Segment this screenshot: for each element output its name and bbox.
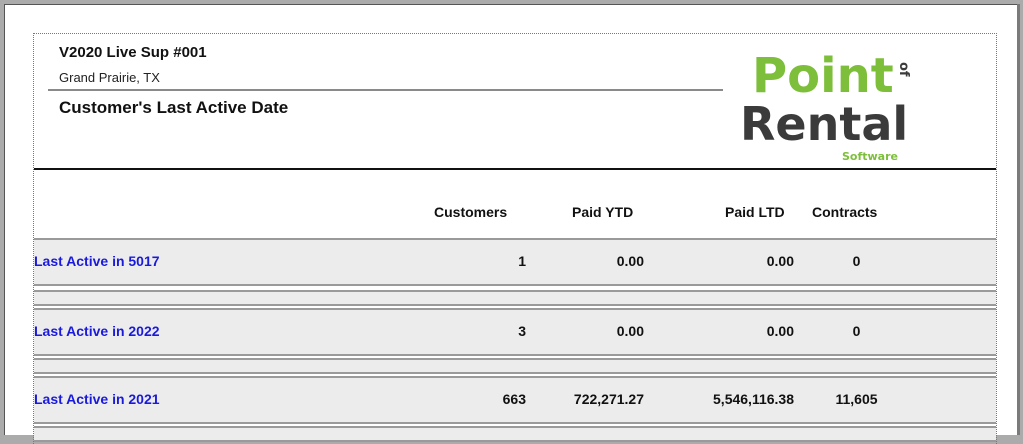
header-divider [48,89,723,91]
logo-word-rental: Rental [740,97,908,151]
header-bottom-divider [34,168,996,170]
column-header-paid-ytd: Paid YTD [572,204,634,220]
report-title: Customer's Last Active Date [59,98,289,117]
logo-word-of: of [896,62,911,77]
table-row: Last Active in 2022 3 0.00 0.00 0 [34,308,996,356]
table-row: Last Active in 5017 1 0.00 0.00 0 [34,238,996,286]
logo-word-software: Software [842,150,898,163]
cell-contracts: 0 [852,253,861,269]
company-location: Grand Prairie, TX [59,70,160,85]
row-label-link[interactable]: Last Active in 2022 [34,323,160,339]
row-separator [34,290,996,306]
row-label-link[interactable]: Last Active in 5017 [34,253,160,269]
company-name: V2020 Live Sup #001 [59,44,207,61]
point-of-rental-logo: Point of Rental Software [740,48,911,163]
cell-customers: 663 [502,391,526,407]
row-separator [34,358,996,374]
report-page: V2020 Live Sup #001 Grand Prairie, TX Cu… [4,4,1017,444]
cell-contracts: 0 [852,323,861,339]
column-header-paid-ltd: Paid LTD [725,204,785,220]
column-header-customers: Customers [434,204,508,220]
cell-paid-ytd: 0.00 [616,323,644,339]
cell-paid-ltd: 0.00 [766,253,794,269]
logo-word-point: Point [752,48,894,104]
cell-customers: 3 [518,323,526,339]
row-separator [34,426,996,442]
table-row: Last Active in 2021 663 722,271.27 5,546… [34,376,996,424]
cell-paid-ytd: 0.00 [616,253,644,269]
cell-contracts: 11,605 [835,391,878,407]
cell-paid-ltd: 5,546,116.38 [713,391,794,407]
report-frame: V2020 Live Sup #001 Grand Prairie, TX Cu… [33,33,997,444]
cell-customers: 1 [518,253,526,269]
row-label-link[interactable]: Last Active in 2021 [34,391,160,407]
column-header-contracts: Contracts [812,204,878,220]
cell-paid-ltd: 0.00 [766,323,794,339]
cell-paid-ytd: 722,271.27 [573,391,644,407]
